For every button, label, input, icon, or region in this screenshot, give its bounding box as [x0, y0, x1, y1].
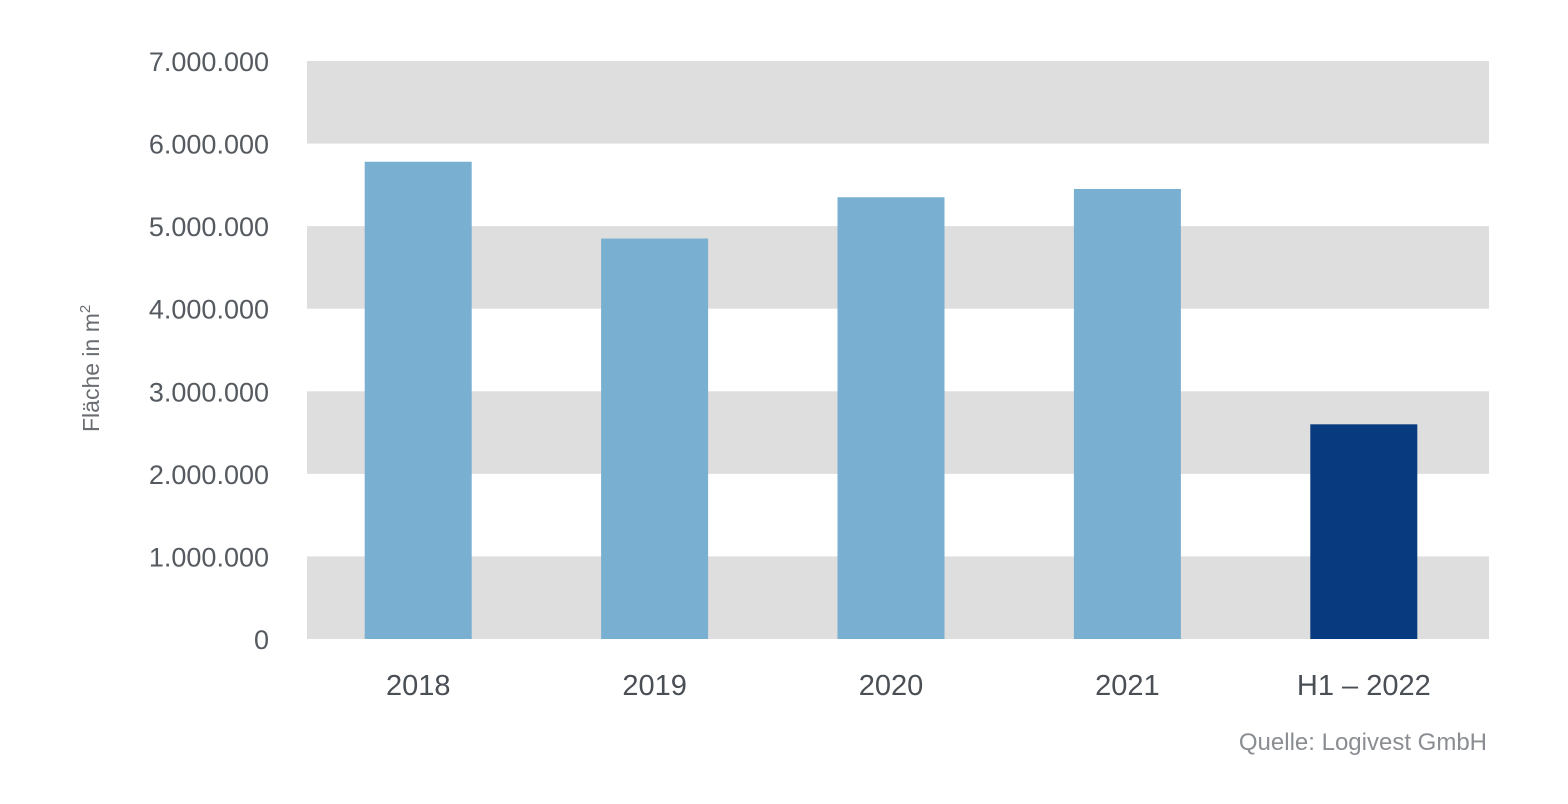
y-axis-label: Fläche in m2 — [77, 305, 104, 432]
y-tick-label: 5.000.000 — [149, 212, 269, 242]
bar — [1073, 188, 1181, 639]
y-tick-label: 1.000.000 — [149, 542, 269, 572]
bar — [364, 161, 472, 640]
y-tick-label: 0 — [254, 625, 269, 655]
x-category-label: 2018 — [386, 670, 451, 702]
bar — [837, 197, 945, 639]
y-tick-label: 7.000.000 — [149, 47, 269, 77]
x-category-label: 2020 — [859, 670, 924, 702]
x-category-label: 2021 — [1095, 670, 1160, 702]
bar — [1310, 424, 1418, 639]
x-category-label: 2019 — [622, 670, 687, 702]
y-axis-ticks: 0 1.000.000 2.000.000 3.000.000 4.000.000 5.0… — [149, 47, 269, 655]
x-axis-categories: 2018 2019 2020 2021 H1 – 2022 — [386, 670, 1431, 702]
y-tick-label: 4.000.000 — [149, 295, 269, 325]
grid-band — [307, 61, 1489, 144]
y-tick-label: 6.000.000 — [149, 130, 269, 160]
y-tick-label: 3.000.000 — [149, 377, 269, 407]
bars-group — [364, 161, 1418, 640]
bar — [601, 238, 709, 639]
x-category-label: H1 – 2022 — [1297, 670, 1431, 702]
y-tick-label: 2.000.000 — [149, 460, 269, 490]
source-note: Quelle: Logivest GmbH — [1239, 729, 1487, 756]
